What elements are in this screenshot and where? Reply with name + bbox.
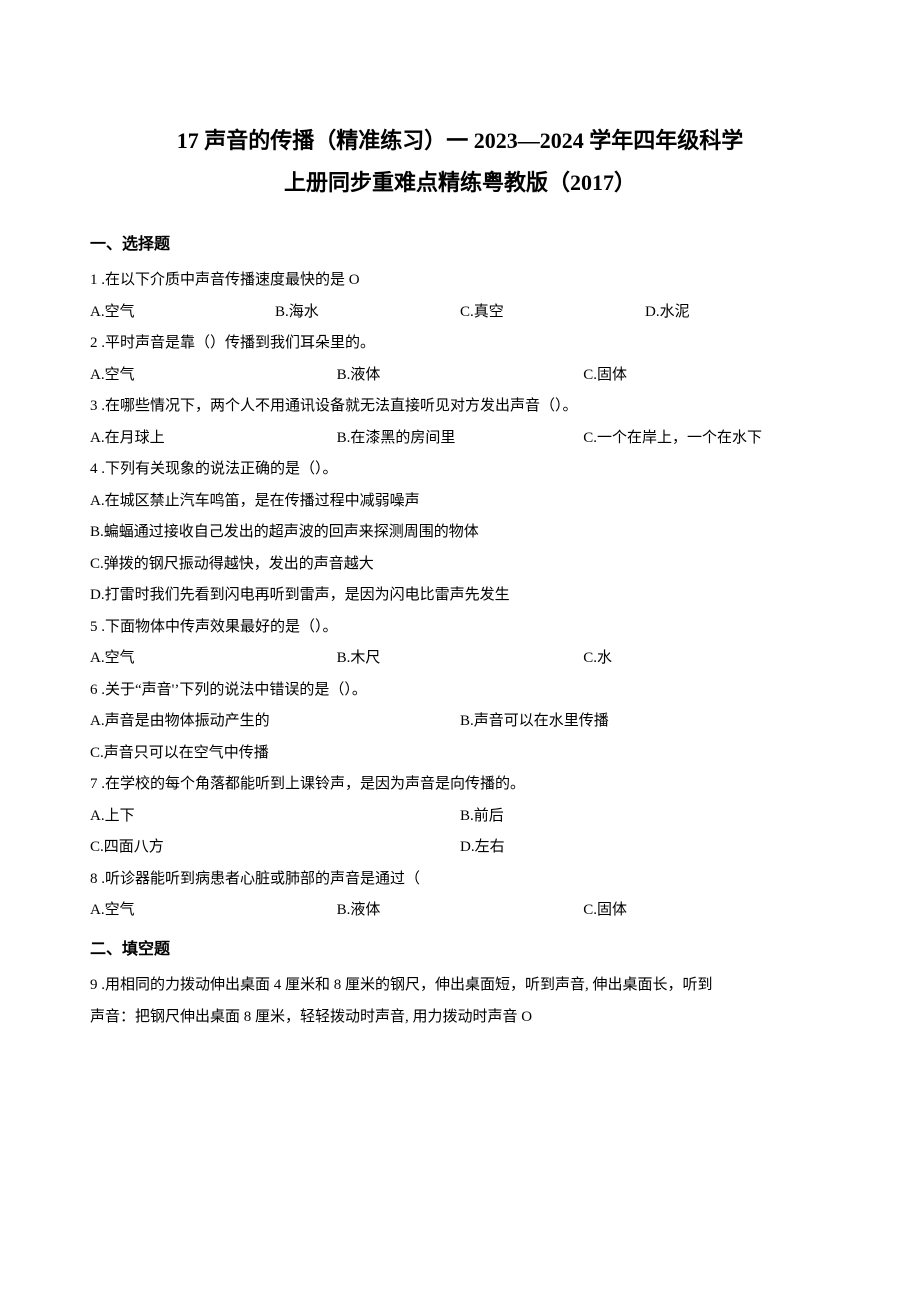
- q7-option-b: B.前后: [460, 801, 830, 833]
- title-line-2: 上册同步重难点精练粤教版（2017）: [90, 162, 830, 204]
- q4-option-a: A.在城区禁止汽车鸣笛，是在传播过程中减弱噪声: [90, 486, 830, 518]
- q3-option-a: A.在月球上: [90, 423, 337, 455]
- q8-option-c: C.固体: [583, 895, 830, 927]
- document-title: 17 声音的传播（精准练习）一 2023—2024 学年四年级科学 上册同步重难…: [90, 120, 830, 204]
- question-8-options: A.空气 B.液体 C.固体: [90, 895, 830, 927]
- q1-option-d: D.水泥: [645, 297, 830, 329]
- question-1-options: A.空气 B.海水 C.真空 D.水泥: [90, 297, 830, 329]
- question-4: 4 .下列有关现象的说法正确的是（）。: [90, 454, 830, 486]
- q7-option-d: D.左右: [460, 832, 830, 864]
- q2-option-b: B.液体: [337, 360, 584, 392]
- q6-option-c: C.声音只可以在空气中传播: [90, 738, 830, 770]
- q1-option-b: B.海水: [275, 297, 460, 329]
- q2-option-c: C.固体: [583, 360, 830, 392]
- section-2-heading: 二、填空题: [90, 933, 830, 967]
- question-9-line1: 9 .用相同的力拨动伸出桌面 4 厘米和 8 厘米的钢尺，伸出桌面短，听到声音,…: [90, 970, 830, 1002]
- document-page: 17 声音的传播（精准练习）一 2023—2024 学年四年级科学 上册同步重难…: [0, 0, 920, 1301]
- question-7-options-row1: A.上下 B.前后: [90, 801, 830, 833]
- q1-option-c: C.真空: [460, 297, 645, 329]
- q1-option-a: A.空气: [90, 297, 275, 329]
- q3-option-c: C.一个在岸上，一个在水下: [583, 423, 830, 455]
- q3-option-b: B.在漆黑的房间里: [337, 423, 584, 455]
- q4-option-d: D.打雷时我们先看到闪电再听到雷声，是因为闪电比雷声先发生: [90, 580, 830, 612]
- question-9-line2: 声音：把钢尺伸出桌面 8 厘米，轻轻拨动时声音, 用力拨动时声音 O: [90, 1002, 830, 1034]
- question-8: 8 .听诊器能听到病患者心脏或肺部的声音是通过（: [90, 864, 830, 896]
- question-6-options-row1: A.声音是由物体振动产生的 B.声音可以在水里传播: [90, 706, 830, 738]
- question-2: 2 .平时声音是靠（）传播到我们耳朵里的。: [90, 328, 830, 360]
- question-7-options-row2: C.四面八方 D.左右: [90, 832, 830, 864]
- q6-option-b: B.声音可以在水里传播: [460, 706, 830, 738]
- section-1-heading: 一、选择题: [90, 228, 830, 262]
- question-6: 6 .关于“声音'’下列的说法中错误的是（）。: [90, 675, 830, 707]
- title-line-1: 17 声音的传播（精准练习）一 2023—2024 学年四年级科学: [90, 120, 830, 162]
- q7-option-c: C.四面八方: [90, 832, 460, 864]
- question-5: 5 .下面物体中传声效果最好的是（）。: [90, 612, 830, 644]
- q4-option-b: B.蝙蝠通过接收自己发出的超声波的回声来探测周围的物体: [90, 517, 830, 549]
- q2-option-a: A.空气: [90, 360, 337, 392]
- question-1: 1 .在以下介质中声音传播速度最快的是 O: [90, 265, 830, 297]
- question-2-options: A.空气 B.液体 C.固体: [90, 360, 830, 392]
- question-5-options: A.空气 B.木尺 C.水: [90, 643, 830, 675]
- q6-option-a: A.声音是由物体振动产生的: [90, 706, 460, 738]
- q5-option-b: B.木尺: [337, 643, 584, 675]
- question-7: 7 .在学校的每个角落都能听到上课铃声，是因为声音是向传播的。: [90, 769, 830, 801]
- question-3: 3 .在哪些情况下，两个人不用通讯设备就无法直接听见对方发出声音（）。: [90, 391, 830, 423]
- q8-option-a: A.空气: [90, 895, 337, 927]
- q8-option-b: B.液体: [337, 895, 584, 927]
- q5-option-c: C.水: [583, 643, 830, 675]
- q4-option-c: C.弹拨的钢尺振动得越快，发出的声音越大: [90, 549, 830, 581]
- q5-option-a: A.空气: [90, 643, 337, 675]
- question-3-options: A.在月球上 B.在漆黑的房间里 C.一个在岸上，一个在水下: [90, 423, 830, 455]
- q7-option-a: A.上下: [90, 801, 460, 833]
